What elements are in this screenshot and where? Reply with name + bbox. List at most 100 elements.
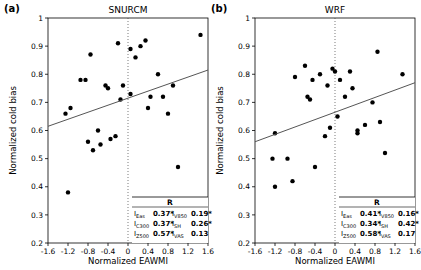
point <box>121 83 125 87</box>
y-tick <box>252 186 255 187</box>
plot-frame <box>48 18 208 243</box>
point <box>91 148 95 152</box>
y-tick-label: 0.9 <box>238 42 250 51</box>
y-tick <box>45 102 48 103</box>
x-tick <box>355 243 356 246</box>
point <box>293 75 297 79</box>
y-tick-label: 0.2 <box>31 239 43 248</box>
y-axis-label: Normalized cold bias <box>8 86 18 175</box>
point <box>156 72 160 76</box>
x-tick <box>128 243 129 246</box>
x-tick <box>68 243 69 246</box>
x-tick-label: 0 <box>126 247 131 256</box>
x-tick-label: 0.4 <box>349 247 361 256</box>
y-tick-label: 0.2 <box>238 239 250 248</box>
table-cell-name: ISH <box>172 220 181 229</box>
title: SNURCM <box>109 5 148 15</box>
point <box>323 134 327 138</box>
y-tick <box>45 130 48 131</box>
point <box>328 125 332 129</box>
table-cell-value: 0.37* <box>153 220 174 228</box>
point <box>310 78 314 82</box>
subscript: V850 <box>381 213 394 219</box>
reference-line <box>128 18 129 243</box>
subscript: Eas <box>136 213 145 219</box>
point <box>378 120 382 124</box>
y-tick-label: 0.7 <box>31 98 43 107</box>
y-tick <box>252 214 255 215</box>
stats-table: RIEas0.37*IV8500.19*IC3000.37*ISH0.26*IZ… <box>132 197 212 243</box>
y-tick-label: 0.4 <box>238 182 250 191</box>
point <box>270 156 274 160</box>
y-tick-label: 0.5 <box>31 154 43 163</box>
y-tick <box>252 18 255 19</box>
point <box>318 72 322 76</box>
point <box>171 83 175 87</box>
x-tick-label: -1.6 <box>248 247 263 256</box>
point <box>83 78 87 82</box>
panel: (b)WRF-1.6-1.2-0.8-0.400.40.81.21.60.20.… <box>211 3 421 266</box>
point <box>273 185 277 189</box>
point <box>355 128 359 132</box>
x-tick-label: 0 <box>333 247 338 256</box>
x-tick <box>255 243 256 246</box>
point <box>343 95 347 99</box>
x-tick-label: 1.2 <box>182 247 194 256</box>
x-tick <box>395 243 396 246</box>
subscript: VAS <box>174 233 184 239</box>
x-tick-label: 0.4 <box>142 247 154 256</box>
table-cell-value: 0.41* <box>360 210 381 218</box>
point <box>313 165 317 169</box>
subscript: VAS <box>381 233 391 239</box>
point <box>133 55 137 59</box>
subscript: V850 <box>174 213 187 219</box>
y-tick <box>252 46 255 47</box>
y-tick <box>252 74 255 75</box>
panel: (a)SNURCM-1.6-1.2-0.8-0.400.40.81.21.60.… <box>4 3 214 266</box>
y-tick <box>45 214 48 215</box>
x-tick-label: -0.4 <box>101 247 116 256</box>
y-tick-label: 0.8 <box>31 70 43 79</box>
point <box>335 114 339 118</box>
point <box>348 69 352 73</box>
x-tick <box>415 243 416 246</box>
y-tick-label: 0.7 <box>238 98 250 107</box>
point <box>68 106 72 110</box>
marks <box>255 18 415 243</box>
point <box>166 111 170 115</box>
y-tick-label: 0.6 <box>31 126 43 135</box>
point <box>98 142 102 146</box>
table-cell-name: IZ500 <box>134 230 149 239</box>
table-cell-name: IVAS <box>379 230 391 239</box>
table-cell-value: 0.17 <box>398 230 415 238</box>
y-tick <box>252 243 255 244</box>
point <box>198 33 202 37</box>
x-tick-label: 1.6 <box>409 247 421 256</box>
regression-line <box>48 70 208 126</box>
table-cell-value: 0.26* <box>191 220 212 228</box>
point <box>63 111 67 115</box>
x-tick <box>275 243 276 246</box>
point <box>383 151 387 155</box>
y-tick <box>252 130 255 131</box>
x-tick <box>168 243 169 246</box>
subscript: C300 <box>343 223 356 229</box>
y-tick-label: 0.6 <box>238 126 250 135</box>
x-axis-label: Normalized EAWMI <box>295 256 375 266</box>
point <box>128 47 132 51</box>
table-cell-value: 0.16* <box>398 210 419 218</box>
x-axis-label: Normalized EAWMI <box>88 256 168 266</box>
regression-line <box>255 83 415 142</box>
marks <box>48 18 208 243</box>
point <box>88 52 92 56</box>
y-tick <box>45 243 48 244</box>
point <box>290 179 294 183</box>
point <box>285 156 289 160</box>
point <box>333 69 337 73</box>
table-cell-name: IEas <box>341 210 352 219</box>
point <box>146 106 150 110</box>
point <box>303 64 307 68</box>
subscript: SH <box>381 223 388 229</box>
point <box>338 78 342 82</box>
x-tick <box>208 243 209 246</box>
